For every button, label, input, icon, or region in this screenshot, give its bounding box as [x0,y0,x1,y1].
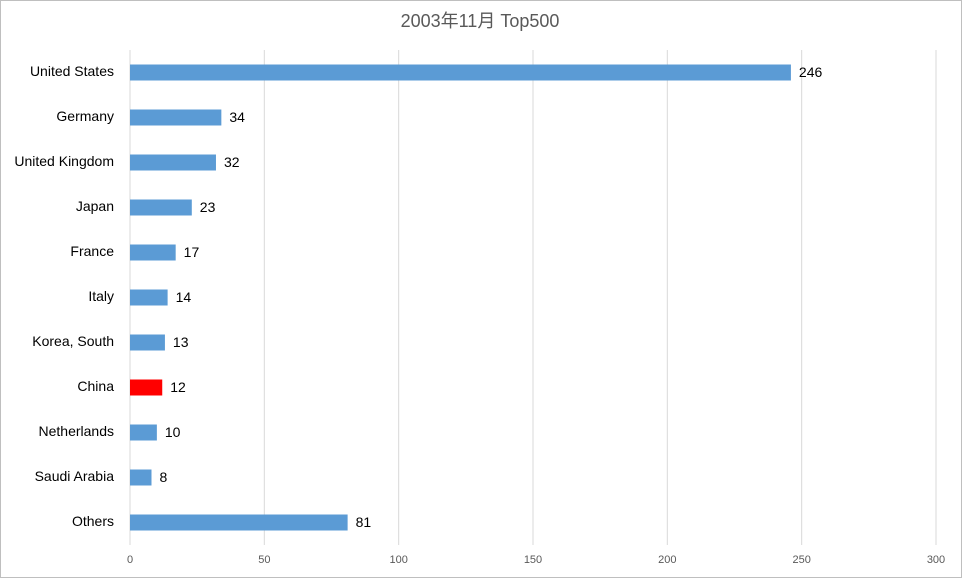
y-tick-label: Italy [88,288,114,304]
y-tick-label: United Kingdom [14,153,114,169]
value-label: 23 [200,199,216,215]
bar [130,199,192,216]
value-label: 32 [224,154,240,170]
bar [130,289,168,306]
value-label: 34 [229,109,245,125]
y-tick-label: Others [72,513,114,529]
x-tick-label: 50 [258,554,270,566]
value-label: 10 [165,424,181,440]
x-tick-label: 200 [658,554,676,566]
bar [130,514,348,531]
value-label: 13 [173,334,189,350]
y-tick-label: Japan [76,198,114,214]
value-label: 81 [356,514,372,530]
y-tick-label: China [77,378,114,394]
chart-title: 2003年11月 Top500 [401,11,560,31]
y-tick-label: Germany [56,108,114,124]
value-label: 14 [176,289,192,305]
y-tick-label: United States [30,63,114,79]
bar [130,379,163,396]
bar [130,64,791,81]
y-tick-label: France [70,243,114,259]
y-tick-label: Korea, South [32,333,114,349]
x-tick-label: 150 [524,554,542,566]
bar [130,424,157,441]
x-tick-label: 100 [389,554,407,566]
y-tick-label: Netherlands [39,423,115,439]
bar [130,469,152,486]
x-tick-label: 300 [927,554,945,566]
bar [130,334,165,351]
bar [130,244,176,261]
value-label: 8 [159,469,167,485]
value-label: 12 [170,379,186,395]
y-tick-label: Saudi Arabia [35,468,115,484]
value-label: 17 [184,244,200,260]
bar [130,109,222,126]
x-tick-label: 0 [127,554,133,566]
bar [130,154,216,171]
value-label: 246 [799,64,823,80]
x-tick-label: 250 [792,554,810,566]
